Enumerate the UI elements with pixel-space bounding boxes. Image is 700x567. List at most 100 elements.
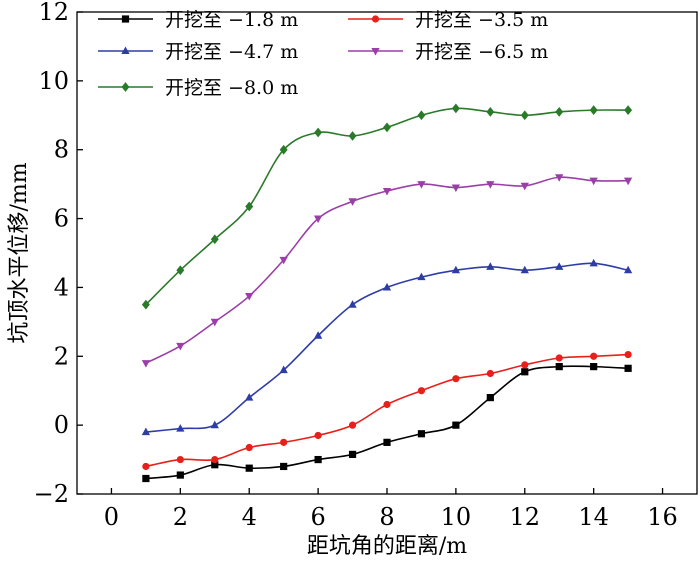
data-point <box>521 361 529 369</box>
axes: 0 2 4 6 8 10 12 14 16 −2 0 2 4 6 8 10 12 <box>34 0 698 531</box>
legend-marker <box>371 47 380 56</box>
data-point <box>348 198 357 206</box>
y-tick-label: 4 <box>54 273 69 301</box>
data-point <box>245 443 253 452</box>
data-point <box>520 110 529 121</box>
data-point <box>555 174 564 182</box>
data-point <box>383 438 391 446</box>
data-point <box>451 103 460 114</box>
data-point <box>520 182 529 191</box>
legend-item: 开挖至 −6.5 m <box>348 41 548 63</box>
data-point <box>176 455 184 464</box>
legend-label: 开挖至 −6.5 m <box>415 41 548 63</box>
data-point <box>141 360 151 368</box>
data-point <box>348 300 357 308</box>
data-point <box>280 438 288 446</box>
series-group <box>141 258 633 436</box>
series-group <box>141 174 633 368</box>
data-point <box>314 431 322 440</box>
data-point <box>417 181 426 189</box>
data-point <box>417 430 426 438</box>
data-point <box>624 105 633 115</box>
data-point <box>210 234 219 245</box>
data-point <box>211 461 219 469</box>
legend-marker <box>121 82 130 92</box>
data-point <box>383 122 391 133</box>
x-tick-label: 12 <box>510 503 541 531</box>
data-point <box>624 350 632 359</box>
data-point <box>313 215 323 224</box>
data-point <box>279 144 288 155</box>
data-point <box>486 394 494 402</box>
y-tick-label: 8 <box>54 136 69 164</box>
data-point <box>279 365 288 374</box>
data-point <box>486 106 495 117</box>
data-point <box>590 363 598 371</box>
x-tick-label: 6 <box>310 503 325 531</box>
data-point <box>555 106 564 117</box>
data-point <box>555 262 564 270</box>
legend-marker <box>121 15 130 23</box>
data-point <box>382 282 392 291</box>
plot-area <box>141 103 633 483</box>
data-point <box>210 318 219 327</box>
series-line <box>145 353 629 468</box>
y-axis-title: 坑顶水平位移/mm <box>7 162 32 343</box>
data-point <box>314 455 322 464</box>
data-point <box>383 400 391 409</box>
legend: 开挖至 −1.8 m 开挖至 −3.5 m 开挖至 −4.7 m 开挖至 −6.5 m… <box>98 9 548 99</box>
data-point <box>486 262 495 270</box>
data-point <box>141 427 151 436</box>
legend-item: 开挖至 −1.8 m <box>98 9 298 31</box>
legend-label: 开挖至 −3.5 m <box>415 9 548 31</box>
data-point <box>142 474 150 483</box>
data-point <box>142 462 150 471</box>
legend-item: 开挖至 −8.0 m <box>98 77 298 99</box>
data-point <box>555 354 563 362</box>
legend-label: 开挖至 −1.8 m <box>165 9 298 31</box>
data-point <box>279 256 288 265</box>
data-point <box>211 455 219 464</box>
data-point <box>521 368 529 376</box>
legend-item: 开挖至 −3.5 m <box>348 9 548 31</box>
data-point <box>417 110 426 121</box>
data-point <box>141 299 150 310</box>
y-tick-label: 2 <box>54 342 69 370</box>
series-group <box>142 363 632 483</box>
data-point <box>348 421 357 429</box>
series-group <box>141 103 633 310</box>
data-point <box>314 127 323 138</box>
data-point <box>624 364 632 372</box>
x-tick-label: 14 <box>578 503 609 531</box>
legend-marker <box>371 15 380 23</box>
data-point <box>555 363 563 371</box>
data-point <box>452 421 460 429</box>
series-group <box>142 350 632 471</box>
y-tick-label: 6 <box>54 205 69 233</box>
x-axis-title: 距坑角的距离/m <box>307 534 467 559</box>
y-tick-label: 10 <box>38 67 69 95</box>
data-point <box>486 369 494 378</box>
data-point <box>176 265 185 276</box>
y-tick-label: 12 <box>38 0 69 26</box>
legend-marker <box>121 46 130 55</box>
legend-label: 开挖至 −8.0 m <box>165 77 298 99</box>
data-point <box>589 177 598 186</box>
legend-item: 开挖至 −4.7 m <box>98 41 298 63</box>
data-point <box>176 471 184 479</box>
x-tick-label: 0 <box>104 503 119 531</box>
x-tick-label: 16 <box>647 503 678 531</box>
series-line <box>145 176 629 364</box>
data-point <box>348 131 357 141</box>
legend-label: 开挖至 −4.7 m <box>165 41 298 63</box>
y-tick-label: 0 <box>54 411 69 439</box>
data-point <box>623 177 633 186</box>
y-tick-label: −2 <box>34 480 69 508</box>
series-line <box>145 107 629 306</box>
data-point <box>210 420 219 429</box>
data-point <box>313 331 323 339</box>
x-tick-label: 8 <box>379 503 394 531</box>
data-point <box>589 105 598 115</box>
